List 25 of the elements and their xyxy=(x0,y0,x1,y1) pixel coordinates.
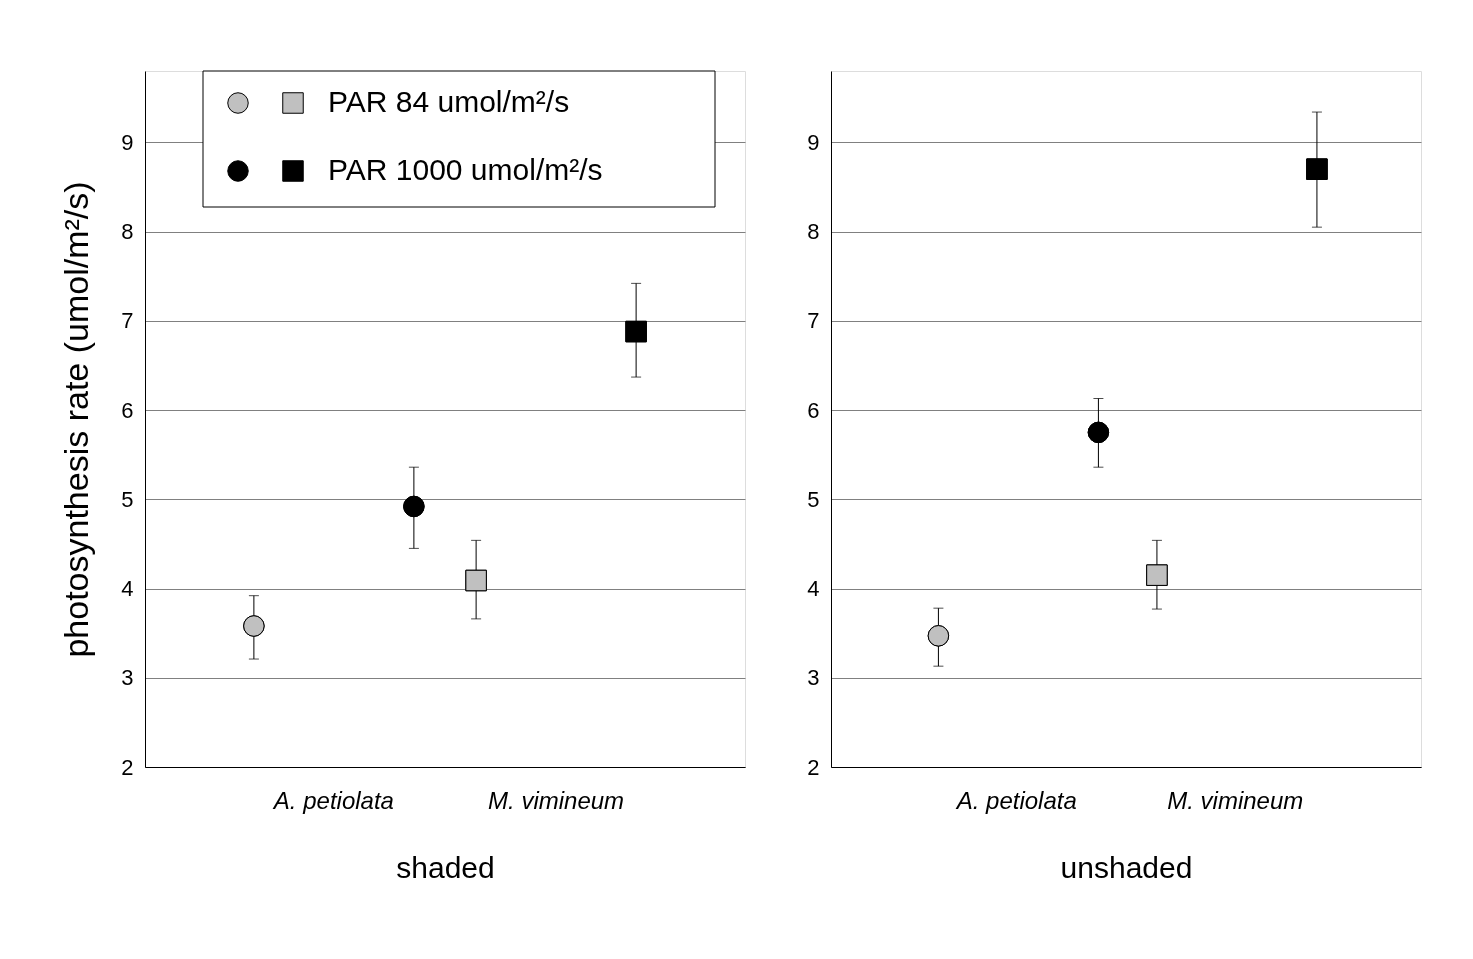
y-axis-title: photosynthesis rate (umol/m²/s) xyxy=(57,181,96,658)
y-tick-label: 8 xyxy=(807,219,820,245)
y-tick-label: 5 xyxy=(121,486,134,512)
legend-label: PAR 84 umol/m²/s xyxy=(328,85,570,118)
y-tick-label: 3 xyxy=(807,665,820,691)
y-tick-label: 7 xyxy=(807,308,820,334)
x-tick-label: A. petiolata xyxy=(954,786,1077,814)
x-axis-title: shaded xyxy=(396,850,495,884)
y-tick-label: 7 xyxy=(121,308,134,334)
y-tick-label: 9 xyxy=(121,129,134,155)
y-tick-label: 6 xyxy=(121,397,134,423)
y-tick-label: 4 xyxy=(121,576,134,602)
x-tick-label: M. vimineum xyxy=(488,786,625,814)
x-axis-title: unshaded xyxy=(1060,850,1193,884)
y-tick-label: 2 xyxy=(121,754,134,780)
y-tick-label: 8 xyxy=(121,219,134,245)
y-tick-label: 2 xyxy=(807,754,820,780)
x-tick-label: A. petiolata xyxy=(271,786,394,814)
y-tick-label: 3 xyxy=(121,665,134,691)
y-tick-label: 6 xyxy=(807,397,820,423)
y-tick-label: 9 xyxy=(807,129,820,155)
legend-label: PAR 1000 umol/m²/s xyxy=(328,153,603,186)
y-tick-label: 5 xyxy=(807,486,820,512)
y-tick-label: 4 xyxy=(807,576,820,602)
x-tick-label: M. vimineum xyxy=(1167,786,1304,814)
